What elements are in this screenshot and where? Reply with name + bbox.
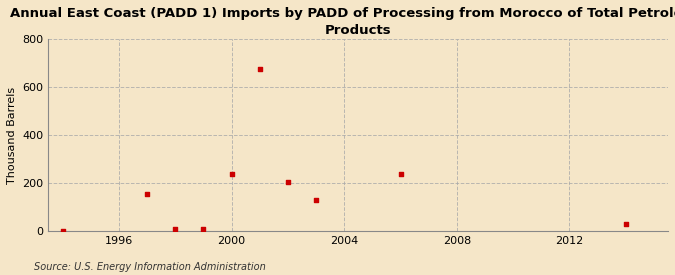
- Point: [282, 180, 293, 184]
- Point: [620, 222, 631, 226]
- Text: Source: U.S. Energy Information Administration: Source: U.S. Energy Information Administ…: [34, 262, 265, 272]
- Point: [170, 227, 181, 232]
- Point: [198, 227, 209, 232]
- Title: Annual East Coast (PADD 1) Imports by PADD of Processing from Morocco of Total P: Annual East Coast (PADD 1) Imports by PA…: [10, 7, 675, 37]
- Point: [395, 172, 406, 177]
- Point: [310, 197, 321, 202]
- Point: [57, 229, 68, 233]
- Point: [226, 172, 237, 177]
- Point: [142, 192, 153, 196]
- Point: [254, 67, 265, 72]
- Y-axis label: Thousand Barrels: Thousand Barrels: [7, 87, 17, 184]
